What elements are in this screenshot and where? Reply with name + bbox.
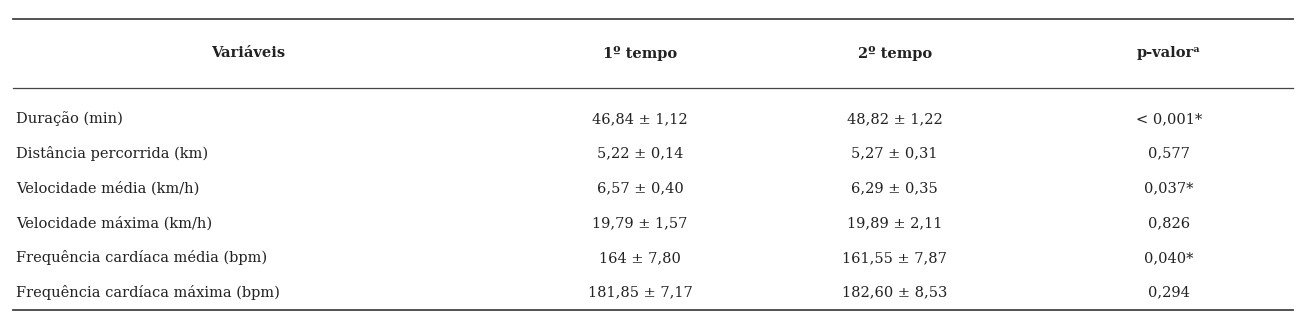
Text: 181,85 ± 7,17: 181,85 ± 7,17 bbox=[588, 286, 692, 300]
Text: 46,84 ± 1,12: 46,84 ± 1,12 bbox=[592, 112, 688, 126]
Text: Velocidade média (km/h): Velocidade média (km/h) bbox=[16, 181, 199, 196]
Text: 0,037*: 0,037* bbox=[1144, 181, 1194, 195]
Text: 0,826: 0,826 bbox=[1148, 216, 1190, 230]
Text: Distância percorrida (km): Distância percorrida (km) bbox=[16, 146, 208, 161]
Text: < 0,001*: < 0,001* bbox=[1136, 112, 1202, 126]
Text: p-valorᵃ: p-valorᵃ bbox=[1136, 46, 1202, 60]
Text: 2º tempo: 2º tempo bbox=[858, 46, 931, 61]
Text: 6,57 ± 0,40: 6,57 ± 0,40 bbox=[597, 181, 683, 195]
Text: 161,55 ± 7,87: 161,55 ± 7,87 bbox=[842, 251, 947, 265]
Text: Frequência cardíaca média (bpm): Frequência cardíaca média (bpm) bbox=[16, 250, 266, 265]
Text: 5,22 ± 0,14: 5,22 ± 0,14 bbox=[597, 147, 683, 161]
Text: 0,040*: 0,040* bbox=[1144, 251, 1194, 265]
Text: Frequência cardíaca máxima (bpm): Frequência cardíaca máxima (bpm) bbox=[16, 285, 279, 300]
Text: 182,60 ± 8,53: 182,60 ± 8,53 bbox=[842, 286, 947, 300]
Text: 1º tempo: 1º tempo bbox=[603, 46, 677, 61]
Text: 5,27 ± 0,31: 5,27 ± 0,31 bbox=[852, 147, 938, 161]
Text: 19,79 ± 1,57: 19,79 ± 1,57 bbox=[592, 216, 688, 230]
Text: Velocidade máxima (km/h): Velocidade máxima (km/h) bbox=[16, 216, 212, 230]
Text: 6,29 ± 0,35: 6,29 ± 0,35 bbox=[852, 181, 938, 195]
Text: 19,89 ± 2,11: 19,89 ± 2,11 bbox=[846, 216, 943, 230]
Text: 0,294: 0,294 bbox=[1148, 286, 1190, 300]
Text: 0,577: 0,577 bbox=[1148, 147, 1190, 161]
Text: 48,82 ± 1,22: 48,82 ± 1,22 bbox=[846, 112, 943, 126]
Text: Variáveis: Variáveis bbox=[212, 46, 285, 60]
Text: 164 ± 7,80: 164 ± 7,80 bbox=[599, 251, 680, 265]
Text: Duração (min): Duração (min) bbox=[16, 111, 123, 126]
